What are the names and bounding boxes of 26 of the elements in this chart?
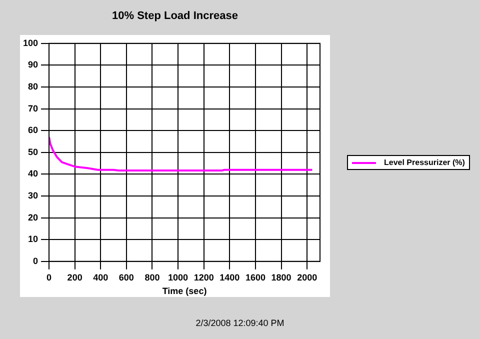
y-tick-label: 50 [28,146,38,157]
x-tick-label: 1200 [194,272,214,282]
y-tick-label: 30 [28,190,38,200]
y-tick-label: 0 [33,256,38,266]
legend-label: Level Pressurizer (%) [384,158,465,167]
y-tick-label: 80 [28,81,38,92]
x-tick-label: 200 [67,272,82,282]
y-tick-label: 90 [28,60,38,70]
y-tick-label: 20 [28,212,38,222]
x-tick-label: 1600 [245,272,266,282]
x-axis-title: Time (sec) [162,286,207,296]
y-tick-label: 60 [28,125,38,136]
x-tick-label: 400 [93,272,108,282]
x-tick-label: 1000 [168,272,188,282]
x-tick-label: 1400 [220,272,240,282]
x-tick-label: 0 [46,272,52,282]
y-tick-label: 70 [28,103,38,114]
x-tick-label: 800 [144,272,160,282]
y-tick-label: 40 [28,168,38,179]
x-tick-label: 600 [118,272,134,282]
y-tick-label: 10 [28,234,38,244]
text: 2/3/2008 12:09:40 PM [194,318,286,328]
x-tick-label: 2000 [297,272,318,282]
x-tick-label: 1800 [271,272,292,282]
chart-title: 10% Step Load Increase [111,10,239,22]
y-tick-label: 100 [22,38,38,48]
